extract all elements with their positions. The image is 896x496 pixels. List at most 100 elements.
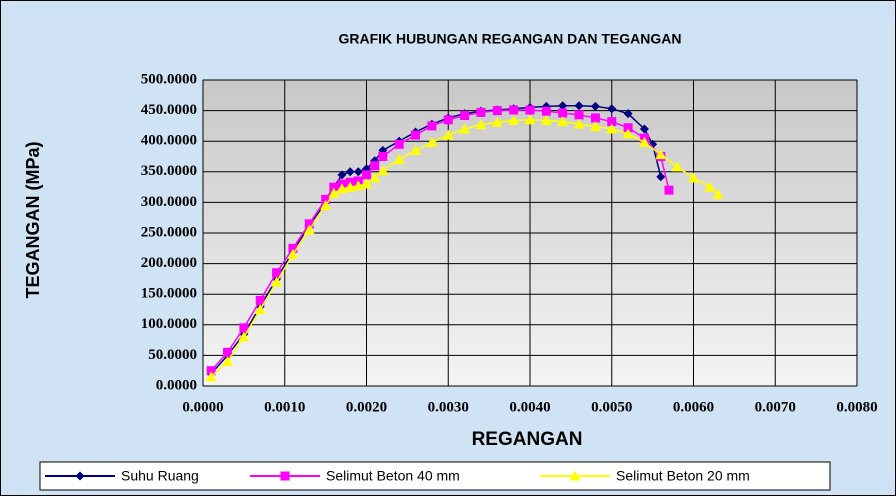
- marker: [525, 105, 535, 115]
- x-tick-label: 0.0030: [428, 399, 469, 415]
- y-tick-label: 100.0000: [141, 316, 197, 332]
- marker: [639, 124, 649, 134]
- marker: [655, 149, 667, 160]
- marker: [442, 129, 454, 140]
- marker: [712, 188, 724, 199]
- x-tick-label: 0.0010: [264, 399, 305, 415]
- marker: [623, 123, 633, 133]
- marker: [206, 366, 216, 376]
- y-tick-label: 150.0000: [141, 286, 197, 302]
- marker: [352, 180, 364, 191]
- marker: [656, 172, 666, 182]
- marker: [344, 181, 356, 192]
- legend-marker: [280, 471, 290, 481]
- marker: [271, 276, 283, 287]
- marker: [378, 152, 388, 161]
- x-tick-label: 0.0080: [836, 399, 877, 415]
- marker: [540, 114, 552, 125]
- y-axis-title: TEGANGAN (MPa): [23, 141, 43, 298]
- marker: [287, 248, 299, 259]
- marker: [370, 161, 380, 171]
- marker: [393, 154, 405, 165]
- marker: [558, 108, 568, 118]
- x-tick-label: 0.0070: [755, 399, 796, 415]
- legend-label: Suhu Ruang: [121, 468, 199, 484]
- marker: [239, 323, 249, 333]
- marker: [623, 109, 633, 119]
- marker: [460, 110, 470, 120]
- marker: [574, 101, 584, 111]
- marker: [321, 194, 331, 204]
- marker: [362, 170, 371, 180]
- marker: [492, 106, 502, 116]
- marker: [345, 167, 355, 177]
- marker: [427, 121, 437, 131]
- marker: [255, 295, 265, 305]
- marker: [303, 224, 315, 235]
- marker: [320, 199, 332, 210]
- x-tick-label: 0.0020: [346, 399, 387, 415]
- marker: [377, 165, 389, 176]
- marker: [508, 114, 520, 125]
- y-tick-label: 350.0000: [141, 163, 197, 179]
- marker: [411, 130, 421, 140]
- marker: [476, 107, 486, 117]
- marker: [336, 183, 348, 194]
- marker: [622, 128, 634, 139]
- x-tick-label: 0.0040: [509, 399, 550, 415]
- x-tick-label: 0.0050: [591, 399, 632, 415]
- legend-marker: [569, 470, 581, 481]
- marker: [223, 347, 233, 357]
- marker: [541, 106, 551, 116]
- marker: [238, 331, 250, 342]
- marker: [361, 178, 372, 189]
- marker: [574, 110, 584, 120]
- marker: [288, 243, 298, 253]
- marker: [671, 161, 683, 172]
- marker: [205, 371, 217, 382]
- legend-label: Selimut Beton 20 mm: [616, 468, 750, 484]
- legend-marker: [75, 471, 85, 481]
- marker: [524, 114, 536, 125]
- marker: [254, 304, 266, 314]
- marker: [557, 116, 569, 127]
- marker: [394, 139, 404, 149]
- marker: [589, 121, 601, 132]
- marker: [222, 356, 234, 367]
- y-tick-label: 500.0000: [141, 71, 197, 87]
- marker: [353, 167, 363, 177]
- marker: [590, 113, 600, 123]
- marker: [328, 187, 340, 198]
- marker: [410, 144, 422, 155]
- marker: [607, 117, 617, 127]
- marker: [337, 170, 347, 180]
- marker: [664, 185, 674, 195]
- y-tick-label: 450.0000: [141, 102, 197, 118]
- marker: [475, 119, 487, 130]
- y-tick-label: 0.0000: [156, 377, 197, 393]
- marker: [607, 104, 617, 114]
- marker: [491, 116, 503, 127]
- chart-title: GRAFIK HUBUNGAN REGANGAN DAN TEGANGAN: [339, 31, 682, 47]
- y-tick-label: 200.0000: [141, 255, 197, 271]
- x-tick-label: 0.0060: [673, 399, 714, 415]
- marker: [704, 181, 716, 192]
- y-tick-label: 300.0000: [141, 194, 197, 210]
- marker: [688, 172, 699, 183]
- marker: [329, 182, 339, 192]
- marker: [509, 105, 519, 115]
- legend-label: Selimut Beton 40 mm: [326, 468, 460, 484]
- legend: [39, 461, 831, 491]
- marker: [369, 172, 381, 183]
- marker: [573, 118, 585, 129]
- marker: [606, 123, 618, 134]
- y-tick-label: 400.0000: [141, 133, 197, 149]
- marker: [590, 101, 600, 111]
- marker: [459, 123, 471, 134]
- marker: [638, 136, 650, 147]
- marker: [443, 115, 453, 125]
- x-axis-title: REGANGAN: [472, 429, 583, 450]
- x-tick-label: 0.0000: [182, 399, 223, 415]
- marker: [426, 136, 438, 147]
